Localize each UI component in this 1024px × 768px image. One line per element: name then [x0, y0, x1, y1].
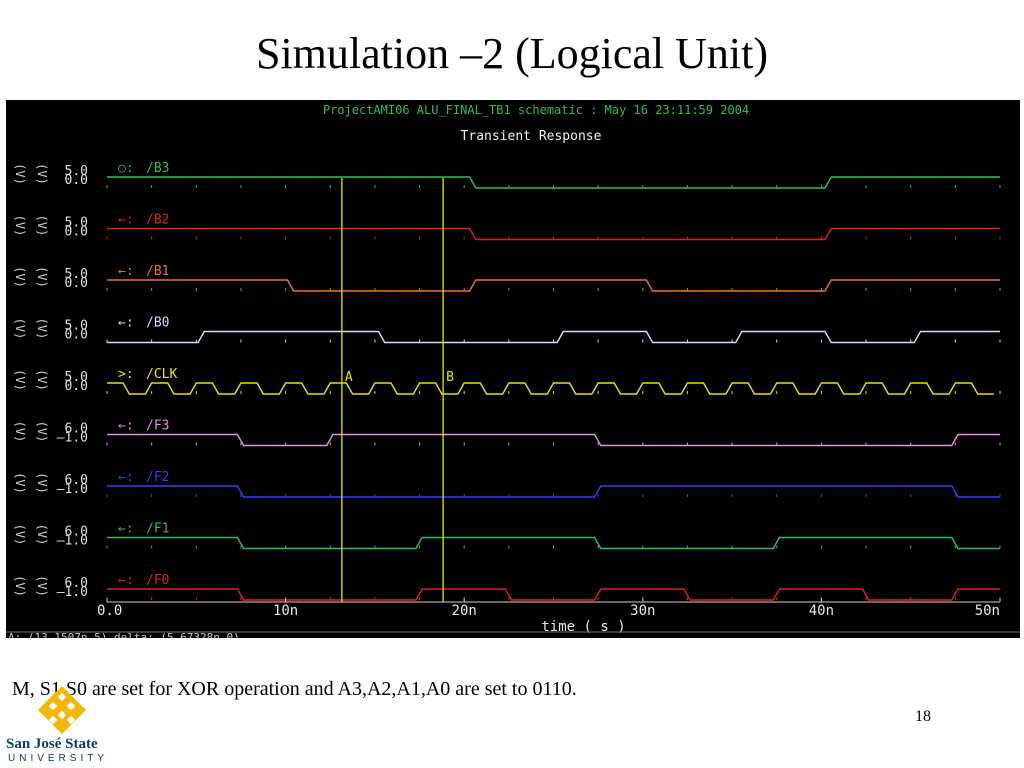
y-unit-label: (V): [35, 215, 49, 237]
series-name: /F2: [146, 470, 169, 485]
status-readout: A: (13.1507n 5) delta: (5.67328n 0): [8, 631, 240, 638]
cursor-label: A: [345, 370, 353, 385]
series-name: /B0: [146, 316, 169, 331]
y-unit-label: (V): [13, 421, 27, 443]
waveform-plot: ProjectAMI06 ALU_FINAL_TB1 schematic : M…: [6, 100, 1020, 638]
y-min-label: –1.0: [57, 431, 88, 446]
cursor-label: B: [446, 370, 454, 385]
slide-title: Simulation –2 (Logical Unit): [255, 29, 769, 78]
y-unit-label: (V): [13, 575, 27, 597]
y-min-label: 0.0: [65, 225, 88, 240]
y-max-label: 6.0: [65, 525, 88, 540]
y-max-label: 6.0: [65, 473, 88, 488]
y-unit-label: (V): [35, 163, 49, 185]
y-min-label: 0.0: [65, 173, 88, 188]
y-unit-label: (V): [35, 472, 49, 494]
y-unit-label: (V): [13, 524, 27, 546]
series-marker: ←:: [118, 419, 134, 434]
x-tick-label: 50n: [975, 603, 1000, 619]
series-name: /F0: [146, 573, 169, 588]
y-unit-label: (V): [13, 266, 27, 288]
x-tick-label: 30n: [630, 603, 655, 619]
series-line: [107, 485, 1000, 498]
y-unit-label: (V): [35, 318, 49, 340]
series-marker: >:: [118, 367, 134, 382]
x-axis-label: time ( s ): [541, 619, 625, 635]
series-line: [107, 433, 1000, 447]
x-tick-label: 20n: [452, 603, 477, 619]
series-name: /F1: [146, 522, 169, 537]
series-marker: ←:: [118, 316, 134, 331]
university-logo: San José State UNIVERSITY: [6, 684, 116, 766]
x-tick-label: 10n: [273, 603, 298, 619]
y-unit-label: (V): [35, 524, 49, 546]
y-unit-label: (V): [13, 163, 27, 185]
y-min-label: –1.0: [57, 534, 88, 549]
series-marker: ←:: [118, 213, 134, 228]
x-tick-label: 40n: [809, 603, 834, 619]
y-unit-label: (V): [35, 421, 49, 443]
logo-subtitle: UNIVERSITY: [8, 753, 109, 764]
y-max-label: 5.0: [65, 370, 88, 385]
series-name: /F3: [146, 419, 169, 434]
series-name: /CLK: [146, 367, 177, 382]
series-line: [107, 330, 1000, 344]
y-unit-label: (V): [35, 575, 49, 597]
series-line: [107, 536, 1000, 550]
series-marker: ←:: [118, 470, 134, 485]
y-min-label: 0.0: [65, 328, 88, 343]
y-max-label: 5.0: [65, 267, 88, 282]
y-max-label: 5.0: [65, 216, 88, 231]
series-line: [107, 382, 994, 395]
chart-title: ProjectAMI06 ALU_FINAL_TB1 schematic : M…: [323, 103, 749, 117]
y-unit-label: (V): [13, 472, 27, 494]
series-line: [107, 279, 1000, 292]
y-min-label: 0.0: [65, 276, 88, 291]
slide-caption: M, S1,S0 are set for XOR operation and A…: [12, 678, 577, 700]
y-min-label: 0.0: [65, 379, 88, 394]
y-unit-label: (V): [13, 215, 27, 237]
series-marker: ○:: [118, 161, 134, 176]
x-tick-label: 0.0: [97, 603, 122, 619]
logo-diamond-icon: [38, 686, 86, 734]
series-marker: ←:: [118, 522, 134, 537]
y-min-label: –1.0: [57, 482, 88, 497]
waveform-chart: ProjectAMI06 ALU_FINAL_TB1 schematic : M…: [6, 103, 1020, 638]
series-marker: ←:: [118, 264, 134, 279]
series-line: [107, 588, 1000, 601]
y-unit-label: (V): [35, 266, 49, 288]
y-unit-label: (V): [13, 369, 27, 391]
y-max-label: 6.0: [65, 422, 88, 437]
y-unit-label: (V): [35, 369, 49, 391]
series-line: [107, 176, 1000, 189]
logo-name: San José State: [6, 736, 98, 752]
series-name: /B1: [146, 264, 169, 279]
series-name: /B2: [146, 213, 169, 228]
y-max-label: 5.0: [65, 319, 88, 334]
y-max-label: 6.0: [65, 576, 88, 591]
y-min-label: –1.0: [57, 585, 88, 600]
page-number: 18: [915, 708, 931, 725]
series-marker: ←:: [118, 573, 134, 588]
y-max-label: 5.0: [65, 164, 88, 179]
series-line: [107, 227, 1000, 241]
chart-subtitle: Transient Response: [461, 129, 602, 144]
y-unit-label: (V): [13, 318, 27, 340]
series-name: /B3: [146, 161, 169, 176]
